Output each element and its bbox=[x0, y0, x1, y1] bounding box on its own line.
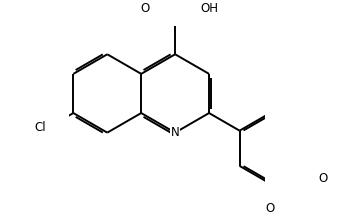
Text: O: O bbox=[265, 203, 275, 215]
Text: OH: OH bbox=[200, 2, 218, 15]
Text: N: N bbox=[171, 126, 179, 139]
Text: O: O bbox=[141, 2, 150, 15]
Text: O: O bbox=[318, 172, 327, 185]
Text: Cl: Cl bbox=[35, 121, 46, 134]
